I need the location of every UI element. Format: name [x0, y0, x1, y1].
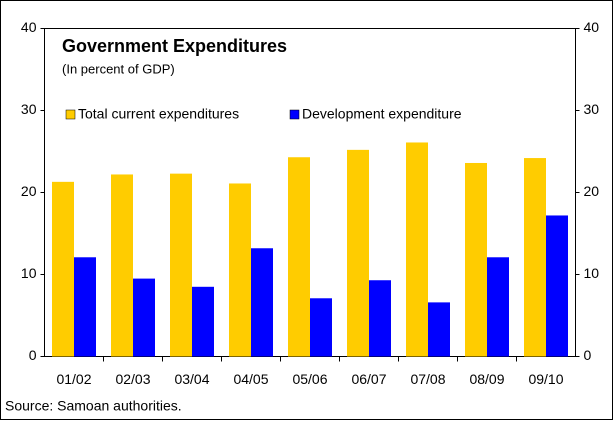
x-tick-label: 03/04 [174, 371, 209, 387]
bar [52, 181, 74, 357]
bar [369, 280, 391, 357]
chart-title: Government Expenditures [62, 36, 287, 56]
y-tick-label: 10 [21, 265, 37, 281]
bar [406, 142, 428, 357]
bar [229, 183, 251, 357]
y-tick-label: 0 [29, 347, 37, 363]
y2-tick-label: 40 [584, 19, 600, 35]
x-tick-label: 06/07 [351, 371, 386, 387]
bar [288, 157, 310, 357]
bar [487, 257, 509, 357]
y2-tick-label: 30 [584, 101, 600, 117]
y-tick-label: 30 [21, 101, 37, 117]
x-tick-label: 09/10 [528, 371, 563, 387]
legend-label: Development expenditure [302, 106, 462, 122]
x-tick-label: 07/08 [410, 371, 445, 387]
x-tick-label: 08/09 [469, 371, 504, 387]
x-tick-label: 02/03 [115, 371, 150, 387]
bar [465, 162, 487, 357]
bar [310, 298, 332, 357]
y2-tick-label: 0 [584, 347, 592, 363]
bar [170, 173, 192, 357]
bar [74, 257, 96, 357]
legend-swatch [289, 109, 300, 120]
bar [192, 286, 214, 357]
chart-subtitle: (In percent of GDP) [62, 61, 175, 76]
y2-tick-label: 20 [584, 183, 600, 199]
bar [524, 158, 546, 357]
bar [347, 149, 369, 357]
y2-tick-label: 10 [584, 265, 600, 281]
bar [251, 248, 273, 357]
bar [133, 278, 155, 357]
bar [111, 174, 133, 357]
x-tick-label: 05/06 [292, 371, 327, 387]
x-tick-label: 04/05 [233, 371, 268, 387]
source-note: Source: Samoan authorities. [5, 398, 182, 414]
legend-label: Total current expenditures [78, 106, 239, 122]
x-tick-label: 01/02 [56, 371, 91, 387]
bar [546, 215, 568, 357]
y-tick-label: 20 [21, 183, 37, 199]
y-tick-label: 40 [21, 19, 37, 35]
legend-swatch [65, 109, 76, 120]
bar [428, 302, 450, 357]
